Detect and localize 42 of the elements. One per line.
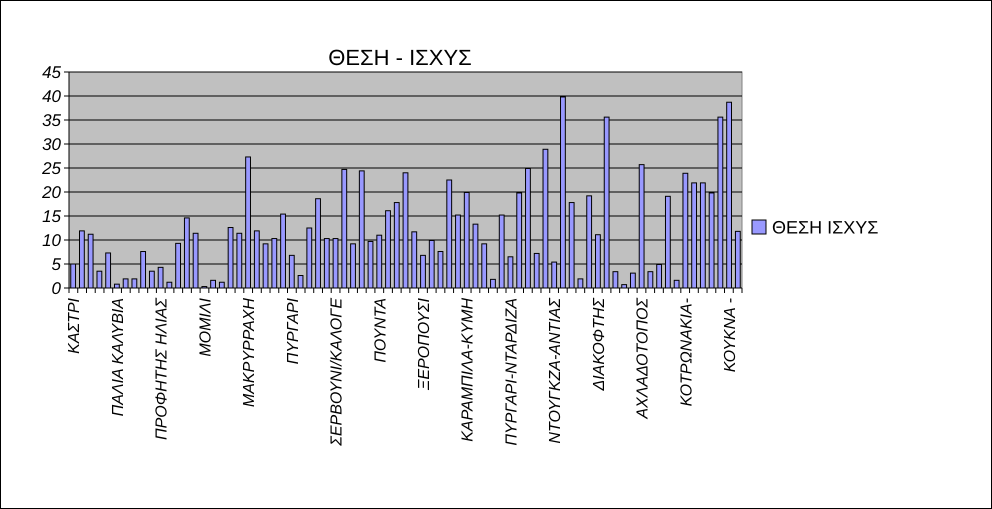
y-tick-label: 15: [42, 206, 62, 226]
bar: [148, 270, 155, 288]
bar: [131, 278, 138, 288]
bar: [96, 270, 102, 288]
x-tick-label: ΠΑΛΙΑ ΚΑΛΥΒΙΑ: [110, 298, 127, 416]
bar: [674, 280, 680, 288]
bar: [298, 275, 304, 288]
x-tick-label: ΠΟΥΝΤΑ: [372, 298, 390, 363]
x-tick-label: ΚΑΣΤΡΙ: [66, 297, 84, 354]
x-tick-label: ΚΟΤΡΩΝΑΚΙΑ-: [678, 298, 696, 406]
bar: [647, 271, 654, 288]
x-tick-label: ΠΥΡΓΑΡΙ: [284, 297, 302, 364]
x-tick-label: ΔΙΑΚΟΦΤΗΣ: [590, 296, 608, 392]
x-tick-label: ΠΥΡΓΑΡΙ-ΝΤΑΡΔΙΖΑ: [503, 298, 520, 446]
y-tick-label: 30: [42, 134, 62, 154]
y-tick-label: 10: [42, 230, 62, 250]
bar: [578, 278, 584, 288]
bar: [612, 271, 618, 288]
x-tick-label: ΠΡΟΦΗΤΗΣ ΗΛΙΑΣ: [154, 296, 171, 440]
bar: [166, 282, 172, 288]
bar: [490, 278, 496, 288]
bar: [630, 272, 636, 288]
y-tick-label: 0: [52, 278, 62, 298]
y-tick-label: 40: [42, 86, 62, 106]
bar: [210, 280, 216, 288]
y-tick-label: 25: [41, 158, 62, 178]
x-tick-label: ΚΑΡΑΜΠΙΛΑ-ΚΥΜΗ: [460, 298, 477, 442]
bar: [122, 278, 129, 288]
x-tick-label: ΞΕΡΟΠΟΥΣΙ: [416, 297, 433, 392]
chart-title: ΘΕΣΗ - ΙΣΧΥΣ: [328, 45, 472, 70]
y-tick-label: 35: [42, 110, 62, 130]
y-tick-label: 5: [52, 254, 62, 274]
x-tick-label: ΜΟΜΙΛΙ: [197, 297, 214, 357]
x-tick-label: ΣΕΡΒΟΥΝΙ/ΚΑΛΟΓΕ: [328, 298, 346, 447]
y-tick-label: 45: [42, 62, 62, 82]
x-tick-label: ΜΑΚΡΥΡΡΑΧΗ: [241, 298, 258, 408]
bar: [158, 266, 164, 288]
y-tick-label: 20: [41, 182, 62, 202]
x-tick-label: ΚΟΥΚΝΑ -: [722, 298, 740, 372]
x-tick-label: ΑΧΛΑΔΟΤΟΠΟΣ: [634, 296, 652, 420]
x-tick-label: ΝΤΟΥΓΚΖΑ-ΑΝΤΙΑΣ: [547, 296, 564, 444]
legend-label: ΘΕΣΗ ΙΣΧΥΣ: [772, 217, 878, 238]
